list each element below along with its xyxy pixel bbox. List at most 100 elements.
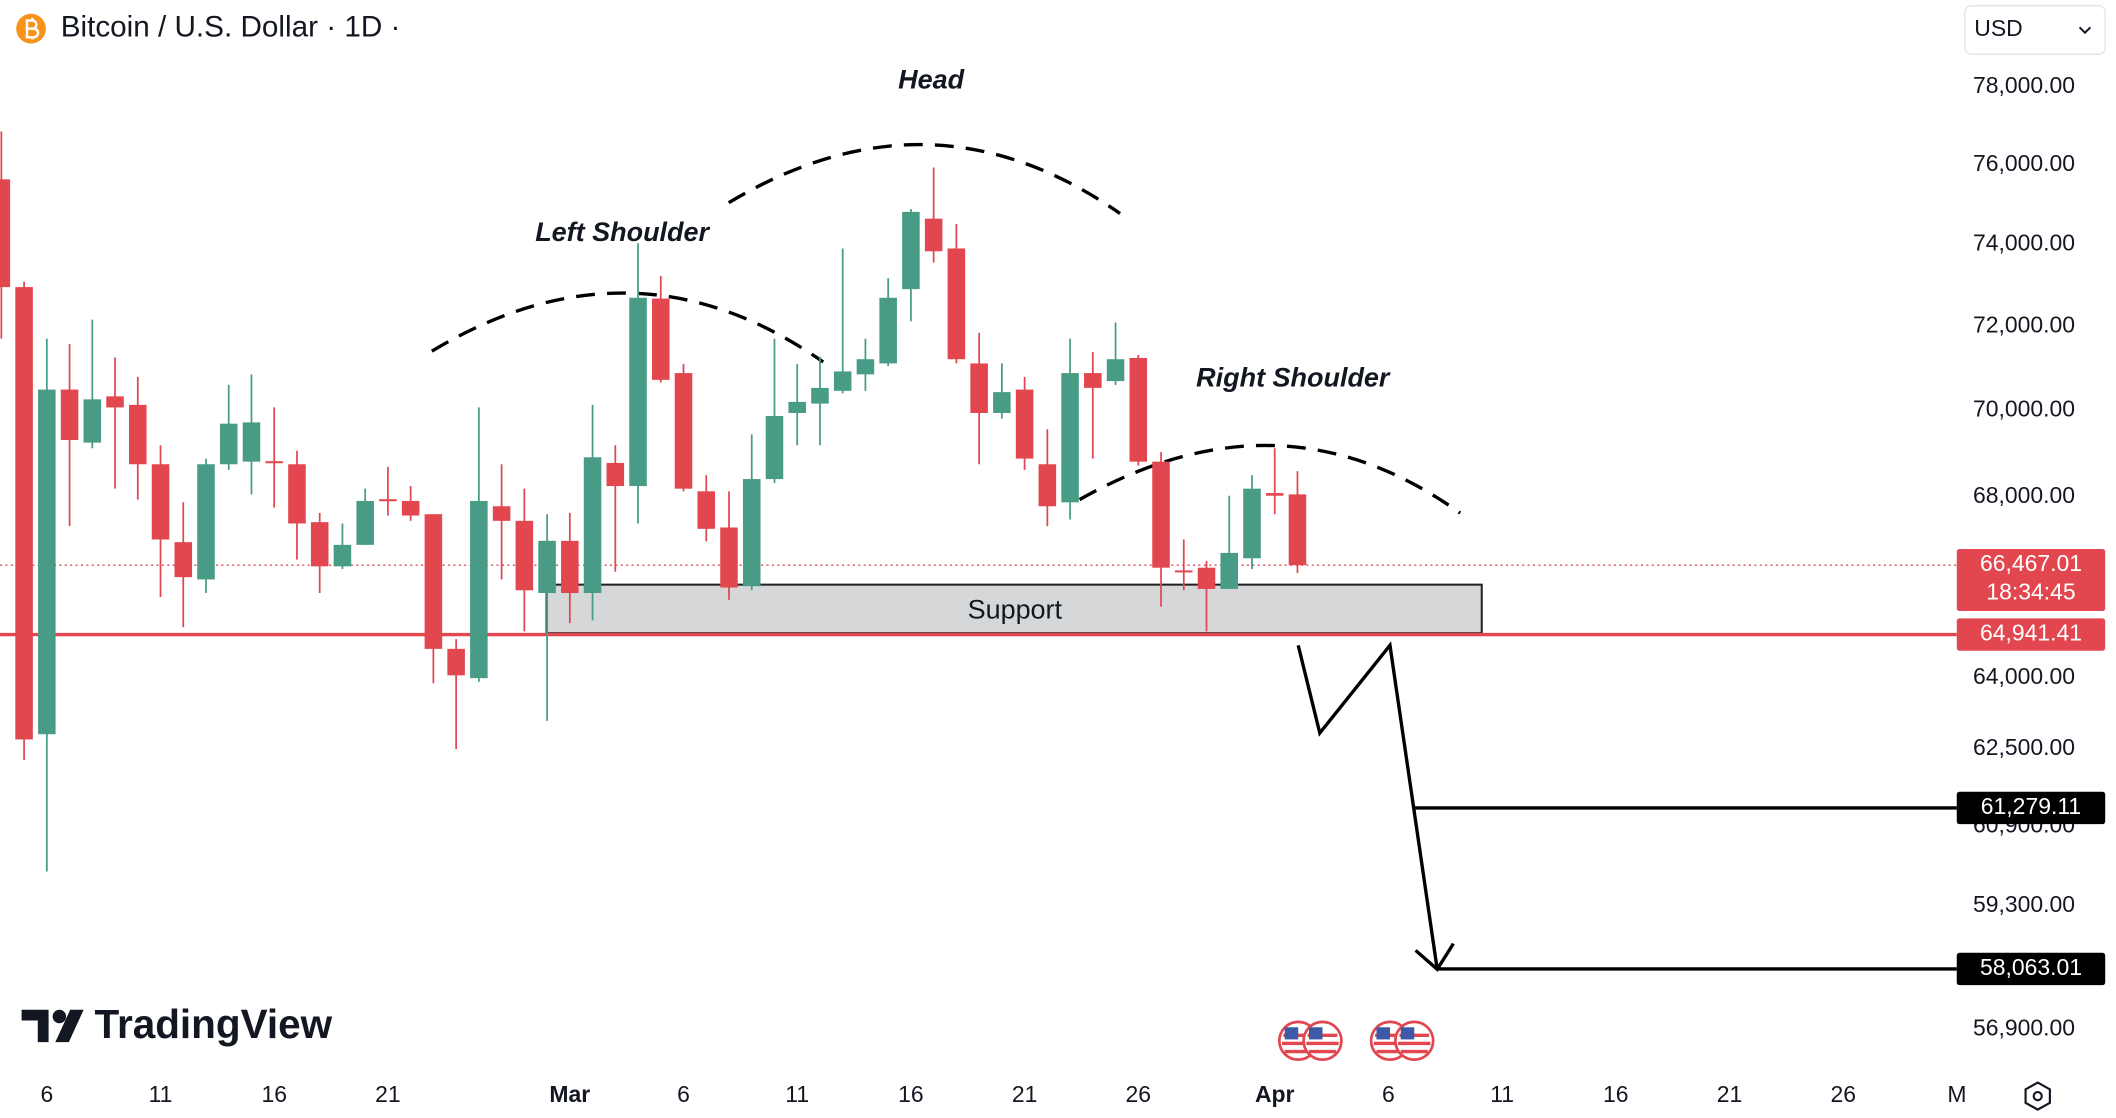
logo-part [21,1009,49,1043]
candle-body [15,287,33,740]
left-shoulder-label: Left Shoulder [535,217,710,247]
settings-icon[interactable] [2024,1081,2051,1111]
y-tick-label: 78,000.00 [1973,72,2075,98]
candle-body [219,423,238,465]
candle-body [1152,461,1170,568]
candle-body [83,399,102,443]
candle-body [561,540,579,594]
candle-body [1129,357,1148,462]
candle-body [151,464,170,540]
support-zone [545,583,1483,635]
y-tick-label: 68,000.00 [1973,482,2075,508]
x-tick-label: 21 [1012,1081,1038,1107]
candle-body [310,522,329,567]
candle-body [38,389,56,735]
candle-body [174,542,193,578]
bitcoin-icon-glyph [25,17,40,40]
candle-body [424,514,443,649]
candle-body [242,422,261,462]
head-arc [727,143,1122,215]
x-tick-label: 6 [1382,1081,1395,1107]
y-tick-label: 70,000.00 [1973,395,2075,421]
x-tick-label: M [1947,1081,1966,1107]
x-tick-label: 26 [1830,1081,1856,1107]
x-tick-label: Apr [1255,1081,1295,1107]
candle-body [356,500,374,545]
logo-part [55,1009,84,1043]
countdown-label: 18:34:45 [1986,579,2075,605]
x-tick-label: 11 [149,1081,173,1107]
candle-body [515,520,534,591]
price-label: 61,279.11 [1981,793,2081,819]
price-label-box [1956,952,2106,986]
brand-name: TradingView [94,1001,332,1047]
candle-body [1288,494,1307,566]
x-tick-label: 16 [1603,1081,1629,1107]
price-label-box [1956,791,2106,825]
candle-body [197,464,215,580]
candle-body [970,363,988,413]
candle-body [1061,373,1079,503]
left-shoulder-arc [430,291,825,364]
candle-body [1038,464,1057,507]
candle-body [924,218,943,252]
candle-body [447,648,465,676]
x-tick-label: 6 [677,1081,690,1107]
candle-body [401,500,420,516]
candle-body [1106,359,1125,382]
y-tick-label: 62,500.00 [1973,734,2075,760]
dropdown-chevron[interactable] [2078,26,2092,35]
candle-body [288,464,306,524]
candle-body [1015,389,1034,459]
candle-body [379,499,397,502]
x-tick-label: 21 [1717,1081,1743,1107]
candle-body [333,544,352,567]
y-tick-label: 56,900.00 [1973,1014,2075,1040]
head-label: Head [898,64,964,94]
candle-body [811,387,829,404]
settings-icon-center[interactable] [2032,1090,2043,1102]
candle-body [652,298,670,380]
candle-body [947,248,966,360]
candle-body [833,371,852,391]
support-label: Support [968,595,1063,625]
candle-body [879,297,897,364]
x-tick-label: 21 [375,1081,401,1107]
candle-body [492,506,511,521]
currency-label[interactable]: USD [1974,15,2022,41]
event-flags[interactable] [1277,1020,1435,1062]
candle-body [674,373,693,489]
candle-body [765,415,784,480]
tradingview-logo [21,1009,84,1043]
candle-body [60,389,79,441]
candle-body [1220,552,1239,589]
x-tick-label: 26 [1126,1081,1152,1107]
price-label-box [1956,618,2106,651]
y-tick-label: 64,000.00 [1973,663,2075,689]
candle-body [720,527,738,588]
candle-body [788,401,806,413]
right-shoulder-label: Right Shoulder [1196,363,1391,393]
price-lines [0,564,1957,971]
chart-title: Bitcoin / U.S. Dollar · 1D · [61,10,401,43]
candle-body [856,359,875,375]
y-tick-label: 72,000.00 [1973,311,2075,337]
x-tick-label: 11 [785,1081,809,1107]
candle-body [1197,567,1216,589]
y-tick-label: 76,000.00 [1973,150,2075,176]
price-label: 64,941.41 [1980,620,2082,646]
candle-body [583,457,602,594]
candle-body [993,392,1011,413]
candle-body [629,297,647,487]
candle-body [742,479,761,587]
x-tick-label: 16 [898,1081,924,1107]
x-tick-label: 11 [1490,1081,1514,1107]
price-label: 58,063.01 [1980,954,2082,980]
currency-dropdown[interactable] [1964,5,2106,55]
candle-body [1243,488,1261,559]
candle-body [106,396,124,408]
y-tick-label: 59,300.00 [1973,891,2075,917]
x-tick-label: Mar [549,1081,590,1107]
